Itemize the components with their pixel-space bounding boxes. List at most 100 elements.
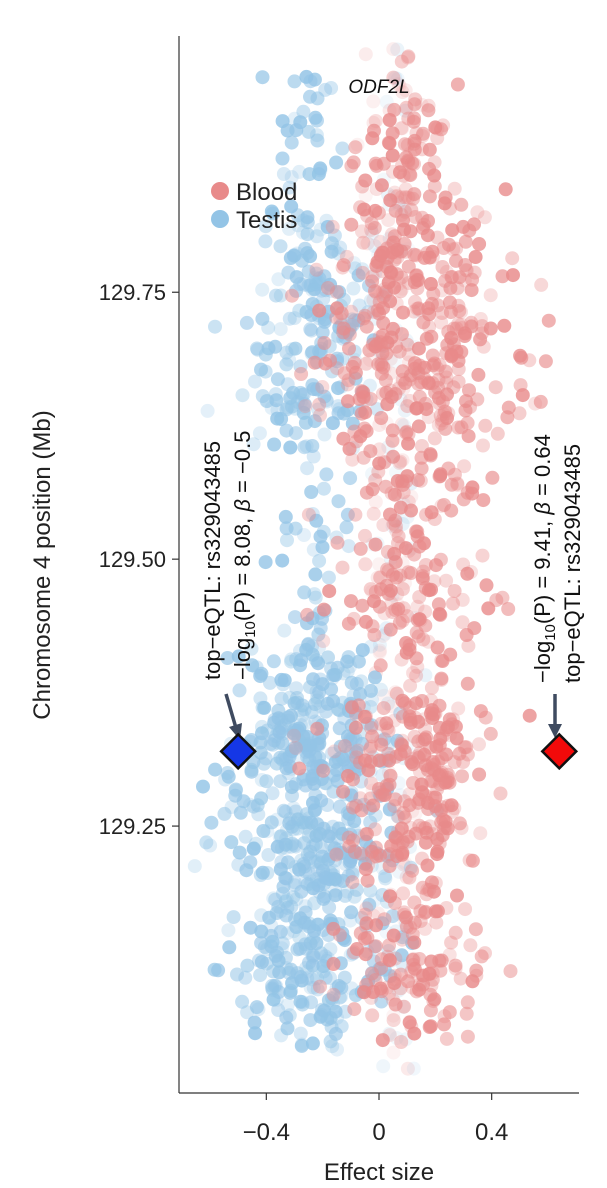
blood-point xyxy=(405,156,420,171)
blood-point xyxy=(385,992,400,1007)
testis-point xyxy=(224,835,239,850)
testis-point xyxy=(318,970,333,985)
blood-point xyxy=(481,601,496,616)
blood-point xyxy=(355,265,370,280)
blood-point xyxy=(287,728,301,743)
testis-point xyxy=(246,437,261,452)
blood-point xyxy=(360,873,375,888)
testis-point xyxy=(320,696,335,711)
x-tick-label: −0.4 xyxy=(243,1119,290,1146)
testis-point xyxy=(278,841,293,855)
blood-point xyxy=(451,701,466,716)
legend-marker-blood xyxy=(211,182,229,200)
testis-point xyxy=(256,756,271,771)
testis-point xyxy=(253,669,268,684)
testis-point xyxy=(363,815,378,830)
blood-point xyxy=(438,190,453,205)
blood-point xyxy=(409,126,424,140)
blood-point xyxy=(356,235,371,250)
blood-point xyxy=(479,578,494,593)
blood-point xyxy=(346,155,361,170)
testis-point xyxy=(308,567,323,582)
blood-point xyxy=(471,367,486,382)
blood-point xyxy=(363,392,378,406)
faint-point xyxy=(397,403,412,418)
blood-point xyxy=(401,50,415,65)
blood-point xyxy=(388,513,403,528)
testis-point xyxy=(317,427,332,442)
testis-point xyxy=(305,345,320,360)
blood-point xyxy=(415,129,430,143)
blood-point xyxy=(455,769,469,784)
testis-point xyxy=(298,820,313,835)
testis-point xyxy=(265,206,280,221)
blood-point xyxy=(417,250,432,265)
blood-point xyxy=(313,979,327,994)
blood-point xyxy=(461,638,476,653)
blood-point xyxy=(442,1005,457,1020)
testis-point xyxy=(309,128,324,143)
testis-point xyxy=(244,762,259,777)
blood-point xyxy=(384,838,399,853)
testis-point xyxy=(248,374,262,389)
testis-point xyxy=(238,829,253,844)
blood-point xyxy=(406,957,421,972)
blood-point xyxy=(449,321,464,336)
testis-point xyxy=(311,854,325,869)
blood-point xyxy=(522,353,537,368)
testis-point xyxy=(295,997,310,1012)
testis-point xyxy=(313,161,328,176)
testis-point xyxy=(374,994,389,1009)
testis-point xyxy=(270,372,285,387)
testis-point xyxy=(297,585,312,600)
testis-point xyxy=(243,920,258,935)
testis-point xyxy=(312,640,326,655)
blood-point xyxy=(488,380,503,395)
blood-point xyxy=(382,986,397,1001)
blood-point xyxy=(365,269,380,284)
blood-point xyxy=(397,137,412,152)
blood-point xyxy=(375,787,390,802)
blood-point xyxy=(393,454,408,469)
blood-point xyxy=(405,863,420,878)
testis-point xyxy=(283,251,298,265)
blood-point xyxy=(458,403,473,418)
testis-point xyxy=(300,461,315,476)
blood-point xyxy=(396,168,411,183)
blood-point xyxy=(435,260,450,274)
blood-point xyxy=(347,355,362,370)
testis-point xyxy=(230,967,244,982)
blood-point xyxy=(473,826,488,841)
blood-point xyxy=(387,185,402,200)
testis-point xyxy=(250,342,265,357)
blood-point xyxy=(382,777,397,792)
blood-point xyxy=(442,237,456,252)
testis-point xyxy=(257,700,272,715)
blood-point xyxy=(386,449,401,464)
faint-point xyxy=(373,643,387,658)
blood-point xyxy=(327,744,342,759)
blood-point xyxy=(359,827,374,841)
blood-point xyxy=(426,755,440,769)
testis-point xyxy=(310,737,325,752)
blood-point xyxy=(380,397,395,412)
testis-point xyxy=(323,971,337,985)
blood-point xyxy=(330,535,345,550)
testis-point xyxy=(255,70,270,85)
blood-point xyxy=(387,487,402,502)
blood-point xyxy=(401,427,416,442)
blood-point xyxy=(336,784,350,799)
testis-point xyxy=(258,234,273,249)
blood-point xyxy=(458,234,473,249)
blood-point xyxy=(300,607,315,622)
blood-point xyxy=(371,357,386,372)
testis-point xyxy=(255,865,270,880)
testis-point xyxy=(282,180,297,195)
blood-point xyxy=(411,419,426,434)
testis-point xyxy=(239,863,254,878)
blood-point xyxy=(368,473,383,488)
blood-point xyxy=(401,543,416,558)
blood-point xyxy=(380,250,395,265)
testis-point xyxy=(310,133,325,148)
blood-point xyxy=(433,607,448,622)
